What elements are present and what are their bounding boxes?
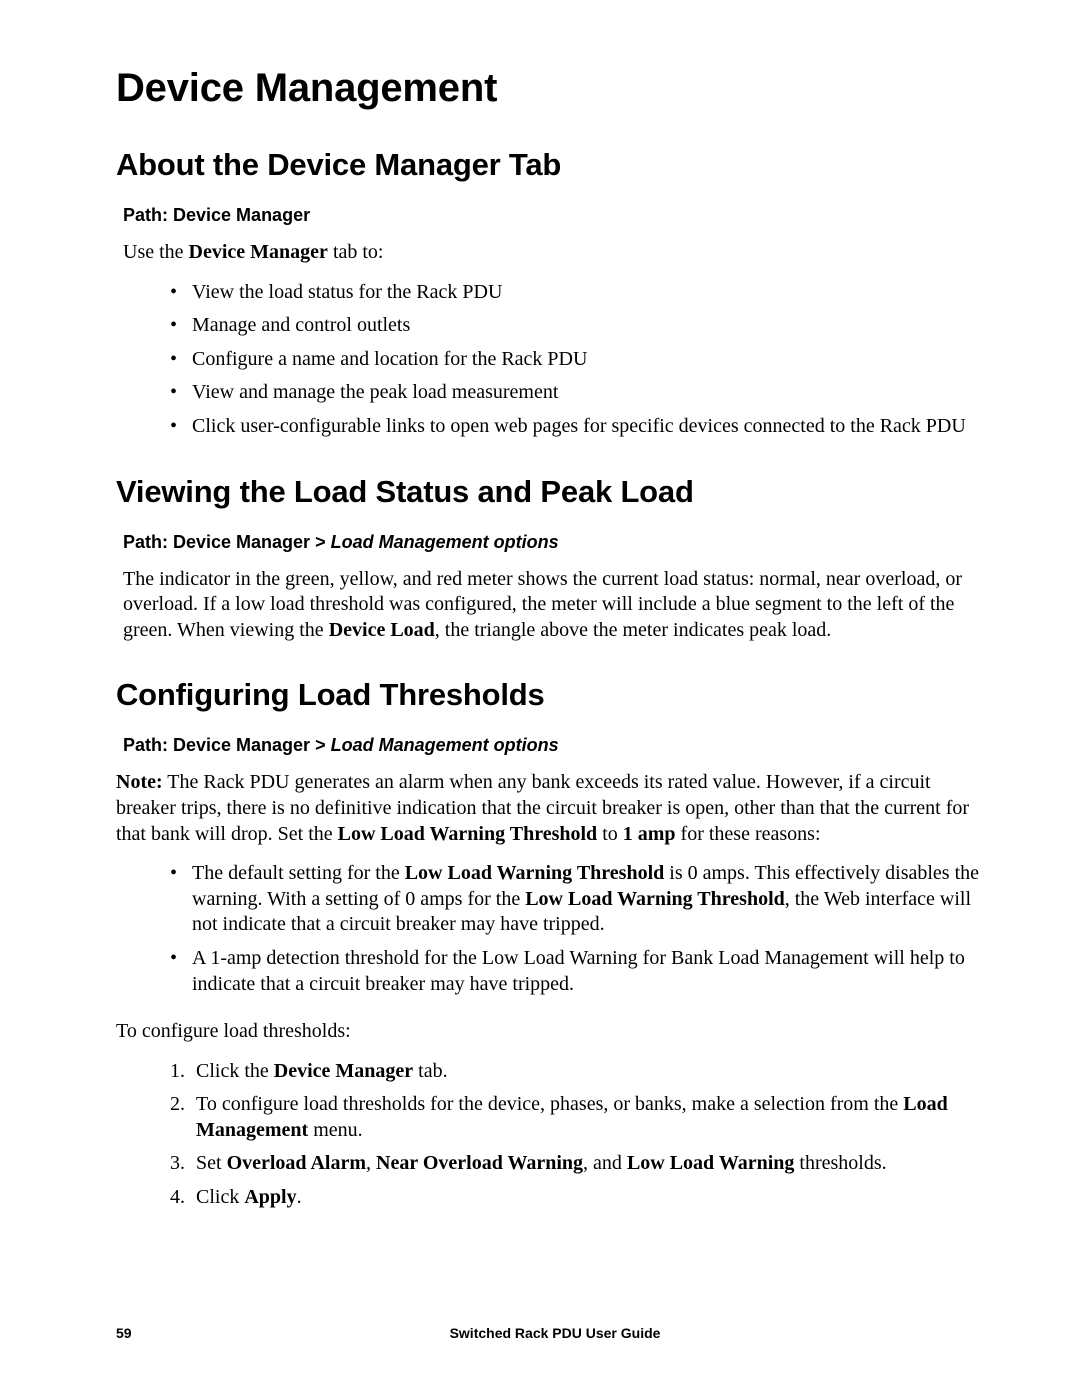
list-item: View and manage the peak load measuremen… <box>170 380 994 406</box>
step-item: To configure load thresholds for the dev… <box>170 1092 994 1143</box>
path-viewing: Path: Device Manager > Load Management o… <box>123 532 994 553</box>
path-italic: Load Management options <box>331 532 559 552</box>
bold-text: Near Overload Warning <box>376 1152 583 1174</box>
text: for these reasons: <box>676 823 821 845</box>
list-item: Manage and control outlets <box>170 313 994 339</box>
path-value: Device Manager <box>173 205 310 225</box>
to-configure-text: To configure load thresholds: <box>116 1019 994 1045</box>
bold-text: Device Load <box>329 619 435 641</box>
bold-text: Device Manager <box>274 1060 413 1082</box>
list-item: Click user-configurable links to open we… <box>170 414 994 440</box>
config-steps: Click the Device Manager tab. To configu… <box>170 1059 994 1211</box>
text: to <box>597 823 623 845</box>
text: Click <box>196 1186 244 1208</box>
footer-doc-title: Switched Rack PDU User Guide <box>450 1325 661 1341</box>
list-item: The default setting for the Low Load War… <box>170 861 994 938</box>
bold-text: Apply <box>244 1186 296 1208</box>
text: tab to: <box>328 241 384 263</box>
list-item: A 1-amp detection threshold for the Low … <box>170 946 994 997</box>
step-item: Click the Device Manager tab. <box>170 1059 994 1085</box>
page-footer: 59 Switched Rack PDU User Guide <box>116 1325 994 1341</box>
section-heading-config: Configuring Load Thresholds <box>116 677 994 713</box>
path-config: Path: Device Manager > Load Management o… <box>123 735 994 756</box>
text: . <box>297 1186 302 1208</box>
bold-text: Device Manager <box>189 241 328 263</box>
path-prefix: Path: <box>123 205 173 225</box>
page-title: Device Management <box>116 66 994 111</box>
bold-text: Low Load Warning Threshold <box>405 862 665 884</box>
list-item: View the load status for the Rack PDU <box>170 280 994 306</box>
step-item: Click Apply. <box>170 1185 994 1211</box>
path-about: Path: Device Manager <box>123 205 994 226</box>
text: To configure load thresholds for the dev… <box>196 1093 903 1115</box>
text: , <box>366 1152 376 1174</box>
text: Click the <box>196 1060 274 1082</box>
bold-text: Low Load Warning Threshold <box>525 888 785 910</box>
text: , and <box>583 1152 627 1174</box>
step-item: Set Overload Alarm, Near Overload Warnin… <box>170 1151 994 1177</box>
config-bullets: The default setting for the Low Load War… <box>170 861 994 997</box>
text: tab. <box>413 1060 447 1082</box>
section-heading-viewing: Viewing the Load Status and Peak Load <box>116 474 994 510</box>
section-heading-about: About the Device Manager Tab <box>116 147 994 183</box>
viewing-paragraph: The indicator in the green, yellow, and … <box>123 567 994 644</box>
path-italic: Load Management options <box>331 735 559 755</box>
text: , the triangle above the meter indicates… <box>435 619 832 641</box>
text: Set <box>196 1152 227 1174</box>
bold-text: Overload Alarm <box>227 1152 366 1174</box>
bold-text: 1 amp <box>623 823 676 845</box>
config-note: Note: The Rack PDU generates an alarm wh… <box>116 770 994 847</box>
document-page: Device Management About the Device Manag… <box>0 0 1080 1397</box>
text: Use the <box>123 241 189 263</box>
text: menu. <box>308 1119 362 1141</box>
list-item: Configure a name and location for the Ra… <box>170 347 994 373</box>
bold-text: Low Load Warning <box>627 1152 794 1174</box>
bold-text: Low Load Warning Threshold <box>338 823 598 845</box>
note-label: Note: <box>116 771 163 793</box>
path-prefix: Path: Device Manager > <box>123 532 331 552</box>
about-bullets: View the load status for the Rack PDU Ma… <box>170 280 994 440</box>
page-number: 59 <box>116 1325 132 1341</box>
intro-text: Use the Device Manager tab to: <box>123 240 994 266</box>
text: thresholds. <box>794 1152 886 1174</box>
path-prefix: Path: Device Manager > <box>123 735 331 755</box>
text: The default setting for the <box>192 862 405 884</box>
